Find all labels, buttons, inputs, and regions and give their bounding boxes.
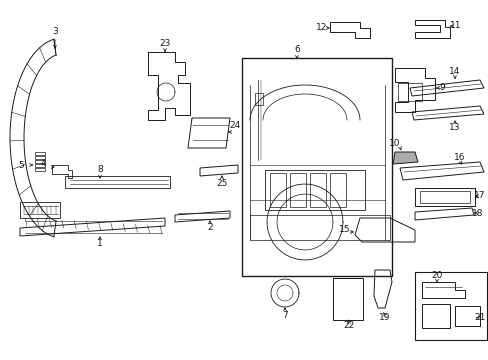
Text: 19: 19 (379, 314, 390, 323)
Text: 9: 9 (438, 84, 444, 93)
Bar (269, 173, 285, 207)
Text: 23: 23 (159, 40, 170, 49)
Bar (421, 304, 449, 328)
Bar (35, 164, 45, 167)
Bar (289, 173, 305, 207)
Text: 2: 2 (207, 224, 212, 233)
Bar (397, 83, 421, 101)
Text: 22: 22 (343, 321, 354, 330)
Text: 11: 11 (449, 22, 461, 31)
Bar (332, 278, 362, 320)
Polygon shape (392, 152, 417, 164)
Text: 4: 4 (40, 159, 46, 168)
Text: 15: 15 (339, 225, 350, 234)
Bar (35, 156, 45, 159)
Bar (454, 306, 479, 326)
Bar (35, 160, 45, 163)
Text: 17: 17 (473, 192, 485, 201)
Text: 5: 5 (18, 162, 24, 171)
Text: 8: 8 (97, 166, 102, 175)
Bar (35, 168, 45, 171)
Bar (309, 173, 325, 207)
Text: 13: 13 (448, 123, 460, 132)
Text: 6: 6 (293, 45, 299, 54)
Text: 3: 3 (52, 27, 58, 36)
Bar (35, 152, 45, 155)
Bar (414, 272, 486, 340)
Text: 18: 18 (471, 208, 483, 217)
Text: 12: 12 (316, 23, 327, 32)
Bar (242, 58, 391, 276)
Text: 25: 25 (216, 179, 227, 188)
Bar (414, 188, 474, 206)
Text: 24: 24 (229, 121, 240, 130)
Text: 7: 7 (282, 310, 287, 320)
Text: 1: 1 (97, 239, 102, 248)
Text: 16: 16 (453, 153, 465, 162)
Bar (329, 173, 346, 207)
Bar (65, 176, 170, 188)
Text: 21: 21 (473, 314, 485, 323)
Bar (20, 202, 60, 218)
Text: 10: 10 (388, 139, 400, 148)
Bar (264, 170, 364, 210)
Text: 20: 20 (430, 271, 442, 280)
Text: 14: 14 (448, 68, 460, 77)
Bar (419, 191, 469, 203)
Bar (254, 93, 263, 105)
